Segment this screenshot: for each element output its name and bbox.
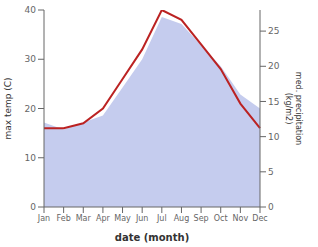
svg-text:10: 10 bbox=[25, 153, 37, 163]
svg-text:May: May bbox=[114, 214, 131, 223]
svg-text:Apr: Apr bbox=[96, 214, 111, 223]
svg-text:25: 25 bbox=[268, 26, 279, 36]
svg-text:20: 20 bbox=[268, 61, 280, 71]
svg-text:max temp (C): max temp (C) bbox=[8, 77, 13, 139]
svg-text:0: 0 bbox=[268, 202, 274, 212]
svg-text:5: 5 bbox=[268, 167, 274, 177]
svg-text:Sep: Sep bbox=[194, 214, 209, 223]
svg-text:Jun: Jun bbox=[135, 214, 149, 223]
svg-text:10: 10 bbox=[268, 132, 280, 142]
svg-text:Dec: Dec bbox=[252, 214, 267, 223]
svg-text:Feb: Feb bbox=[57, 214, 71, 223]
svg-text:20: 20 bbox=[25, 104, 37, 114]
svg-text:med. precipitation(kg/m2): med. precipitation(kg/m2) bbox=[284, 72, 303, 145]
svg-text:30: 30 bbox=[25, 54, 37, 64]
svg-text:Nov: Nov bbox=[233, 214, 249, 223]
svg-text:Aug: Aug bbox=[174, 214, 190, 223]
svg-text:Jan: Jan bbox=[37, 214, 50, 223]
svg-text:0: 0 bbox=[30, 202, 36, 212]
svg-text:Oct: Oct bbox=[214, 214, 228, 223]
svg-text:40: 40 bbox=[25, 5, 37, 15]
svg-text:Jul: Jul bbox=[156, 214, 167, 223]
svg-text:15: 15 bbox=[268, 97, 279, 107]
svg-text:Mar: Mar bbox=[76, 214, 92, 223]
svg-text:date (month): date (month) bbox=[115, 232, 189, 243]
